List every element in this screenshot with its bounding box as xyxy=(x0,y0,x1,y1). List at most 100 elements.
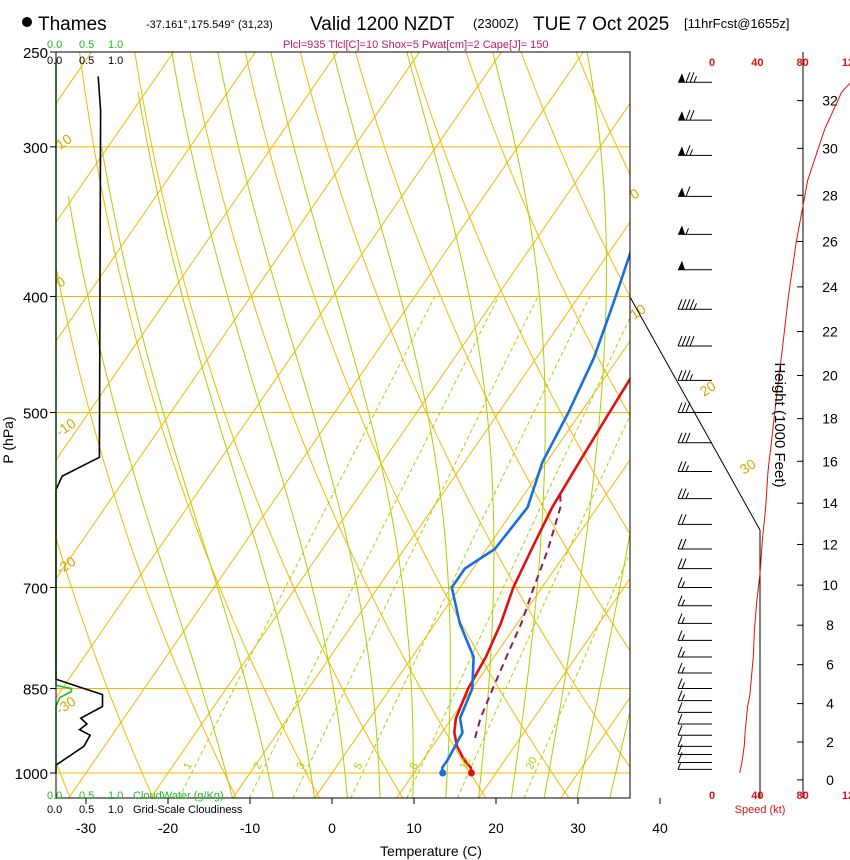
wind-barb xyxy=(677,577,712,588)
plot-area xyxy=(56,31,850,799)
barb-full xyxy=(681,402,687,413)
wind-barb xyxy=(677,763,712,770)
top-black-0: 0.0 xyxy=(47,55,62,67)
isotherm-line xyxy=(396,459,630,798)
wind-barb xyxy=(677,558,712,570)
wind-barb xyxy=(677,538,712,550)
barb-full xyxy=(677,461,683,472)
x-tick-label: 20 xyxy=(488,820,504,836)
barb-flag xyxy=(678,225,685,235)
barb-full xyxy=(677,577,683,588)
mixing-ratio-line xyxy=(456,414,630,798)
isotherm-label: 0 xyxy=(627,185,643,203)
wind-barb xyxy=(677,702,712,713)
moist-adiabat xyxy=(609,709,630,798)
wind-barb xyxy=(677,595,712,607)
barb-full xyxy=(681,461,687,472)
isotherm-line xyxy=(56,52,503,699)
y-tick-label: 700 xyxy=(23,580,48,597)
bottom-black-1: 1.0 xyxy=(108,804,123,816)
top-black-05: 0.5 xyxy=(79,55,94,67)
wind-barb xyxy=(677,432,712,444)
wind-speed-bottom-tick: 40 xyxy=(751,790,763,802)
top-black-1: 1.0 xyxy=(108,55,123,67)
wind-speed-top-tick: 40 xyxy=(751,57,763,69)
wind-barb xyxy=(678,186,712,197)
dry-adiabat xyxy=(520,52,630,298)
x-tick-label: 40 xyxy=(652,820,668,836)
wind-speed-bottom-tick: 12 xyxy=(842,790,850,802)
height-tick-label: 24 xyxy=(822,279,838,295)
wind-speed-bottom-tick: 80 xyxy=(797,790,809,802)
height-tick-label: 28 xyxy=(822,187,838,203)
barb-half xyxy=(693,303,697,310)
dry-adiabats xyxy=(56,31,850,799)
moist-adiabat xyxy=(406,52,495,798)
mixing-ratio-label: 3 xyxy=(295,761,308,772)
moist-adiabat xyxy=(576,530,630,798)
barb-full xyxy=(681,335,687,347)
cloud-water-label: CloudWater (g/Kg) xyxy=(133,790,224,802)
mixing-ratio-label: 8 xyxy=(408,761,421,772)
barb-flag xyxy=(678,260,685,270)
barb-full xyxy=(677,538,683,550)
barb-half xyxy=(685,228,689,235)
dewpoint-profile xyxy=(440,249,630,774)
wind-barb xyxy=(678,225,712,235)
cloudiness-profile xyxy=(55,76,104,773)
barb-half xyxy=(685,492,689,499)
barb-full xyxy=(677,370,683,381)
wind-barb xyxy=(677,725,712,736)
barb-full xyxy=(681,432,687,443)
parcel-profile xyxy=(474,489,562,739)
mixing-ratio-line xyxy=(350,296,591,798)
barb-half xyxy=(681,650,685,658)
dry-adiabat xyxy=(786,31,850,799)
wind-speed-top-tick: 12 xyxy=(842,57,850,69)
mixing-ratio-lines xyxy=(178,296,630,798)
height-tick-label: 26 xyxy=(822,233,838,249)
wind-barb xyxy=(677,713,712,725)
barb-full xyxy=(677,514,683,525)
y-tick-label: 500 xyxy=(23,406,48,423)
barb-full xyxy=(681,538,687,550)
barb-full xyxy=(677,736,683,747)
top-green-0: 0.0 xyxy=(47,39,62,51)
y-axis: 250 300 400 500 700 850 1000 xyxy=(15,45,56,783)
dry-adiabat xyxy=(299,52,630,768)
height-tick-label: 0 xyxy=(826,772,834,788)
dry-adiabat xyxy=(189,52,487,798)
height-tick-label: 32 xyxy=(822,93,838,109)
dry-adiabat xyxy=(134,52,404,798)
mixing-ratio-line xyxy=(406,316,630,798)
y-tick-label: 300 xyxy=(23,140,48,157)
moist-adiabat xyxy=(270,52,414,798)
x-tick-label: -10 xyxy=(240,820,260,836)
wind-barb xyxy=(678,260,712,271)
barb-half xyxy=(681,599,685,606)
wind-barb xyxy=(677,299,712,310)
mixing-ratio-line xyxy=(178,296,436,798)
wind-panel-edge xyxy=(629,296,761,798)
cloudiness-label: Grid-Scale Cloudiness xyxy=(133,804,243,816)
barb-half xyxy=(693,76,697,83)
wind-barb xyxy=(677,736,712,747)
top-green-05: 0.5 xyxy=(79,39,94,51)
height-tick-label: 6 xyxy=(826,657,834,673)
barb-half xyxy=(681,617,685,624)
wind-barb xyxy=(677,613,712,624)
isotherm-line xyxy=(560,696,630,798)
barb-full xyxy=(677,678,683,689)
isotherm-label: 10 xyxy=(53,130,75,152)
isotherm-line xyxy=(478,577,630,798)
isotherms xyxy=(56,52,630,798)
barb-full xyxy=(689,335,695,347)
profiles xyxy=(439,249,630,777)
barb-full xyxy=(689,72,695,83)
surface-temperature-dot xyxy=(467,769,475,777)
wind-barb xyxy=(677,335,712,347)
bottom-green-05: 0.5 xyxy=(79,790,94,802)
